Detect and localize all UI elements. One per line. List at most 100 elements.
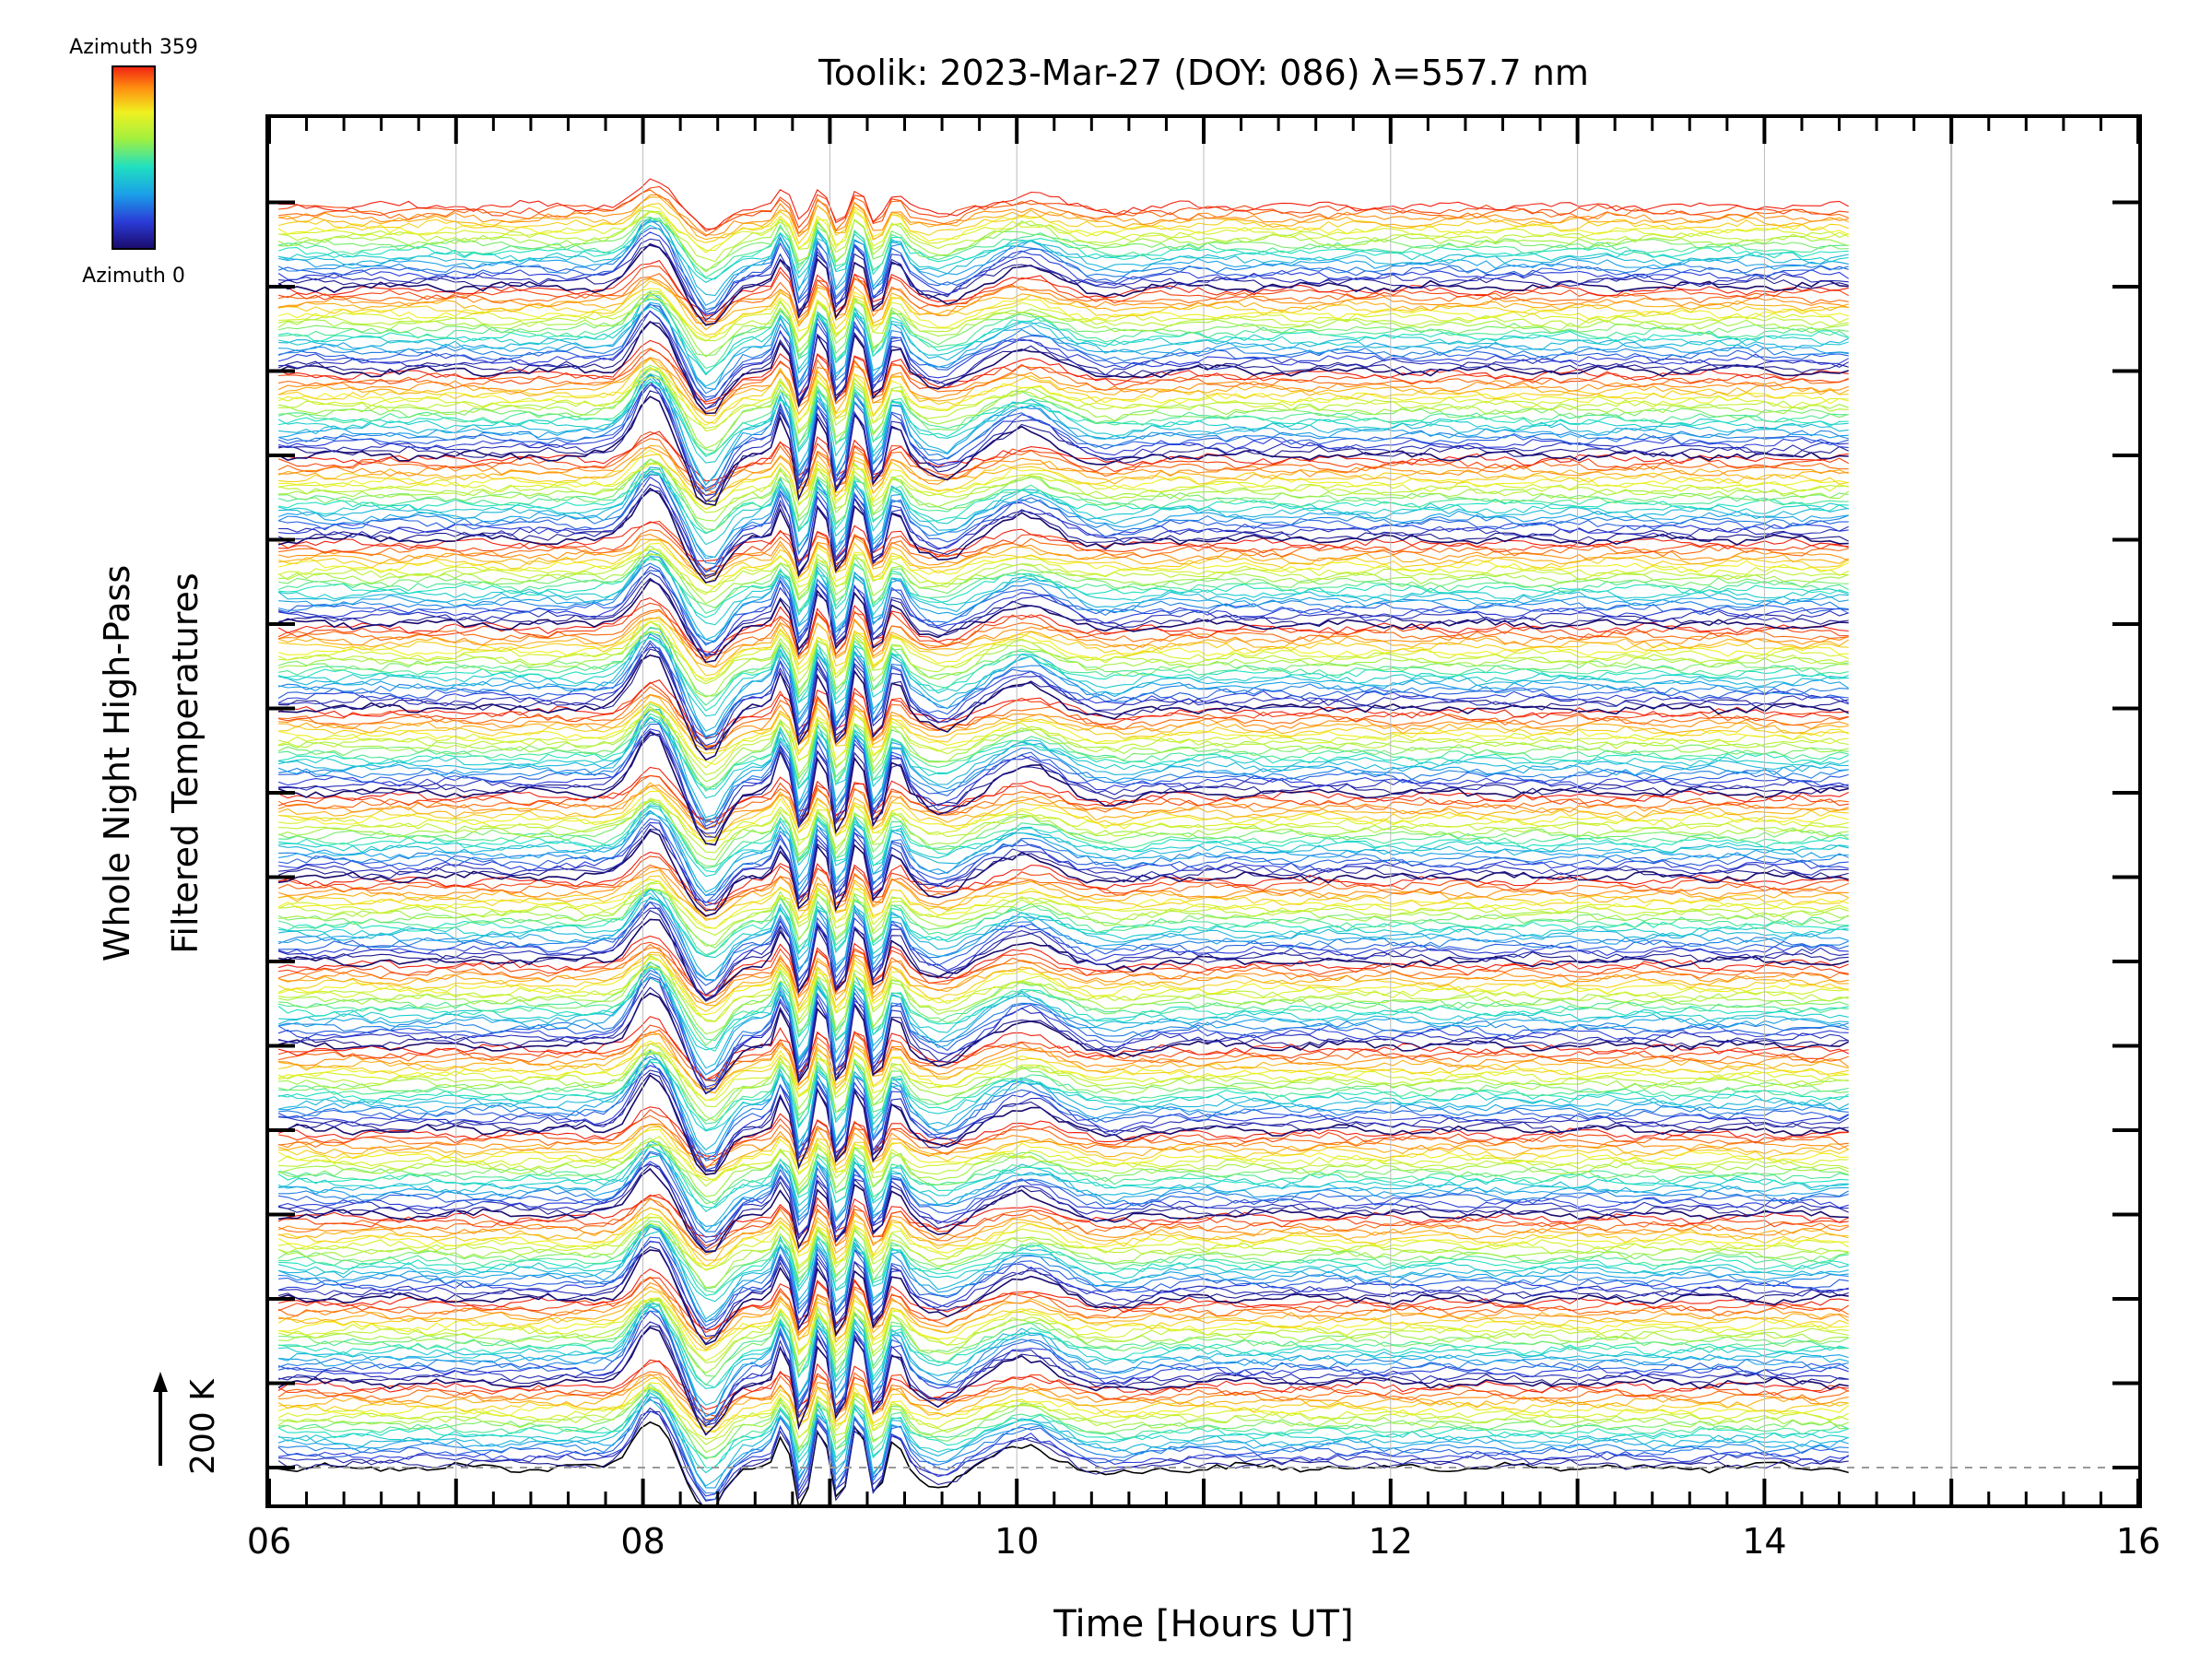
temperature-trace <box>277 1359 1849 1410</box>
temperature-trace <box>277 935 1849 997</box>
temperature-trace <box>277 466 1849 560</box>
temperature-trace <box>277 953 1849 1012</box>
temperature-trace <box>277 1305 1849 1424</box>
temperature-trace <box>277 295 1849 343</box>
temperature-trace <box>278 572 1849 657</box>
temperature-trace <box>277 348 1849 413</box>
temperature-trace <box>278 1236 1849 1327</box>
colorbar-gradient <box>112 65 156 250</box>
temperature-trace <box>277 1138 1849 1197</box>
temperature-trace <box>278 196 1849 241</box>
temperature-trace <box>277 620 1849 680</box>
temperature-trace <box>278 1383 1849 1458</box>
temperature-trace <box>278 880 1849 947</box>
temperature-trace <box>277 782 1849 839</box>
temperature-trace <box>277 462 1849 513</box>
temperature-trace <box>277 288 1849 338</box>
temperature-trace <box>277 1212 1849 1267</box>
temperature-trace <box>278 693 1849 748</box>
temperature-trace <box>278 1226 1849 1323</box>
temperature-trace <box>278 1305 1849 1388</box>
temperature-trace <box>278 1072 1849 1173</box>
temperature-trace <box>277 1321 1849 1428</box>
temperature-trace <box>277 887 1849 949</box>
temperature-trace <box>277 620 1849 682</box>
temperature-trace <box>278 637 1849 712</box>
temperature-trace <box>277 1240 1849 1330</box>
temperature-trace <box>278 1126 1849 1176</box>
temperature-trace <box>277 1161 1849 1244</box>
temperature-trace <box>277 1382 1850 1433</box>
temperature-trace <box>277 218 1849 311</box>
temperature-trace <box>277 976 1849 1088</box>
temperature-trace <box>277 829 1849 917</box>
temperature-trace <box>277 542 1849 588</box>
temperature-trace <box>277 907 1849 1000</box>
temperature-trace <box>277 1197 1849 1252</box>
temperature-trace <box>277 471 1849 565</box>
temperature-trace <box>277 973 1849 1076</box>
temperature-trace <box>277 265 1849 323</box>
temperature-trace <box>278 785 1849 842</box>
temperature-trace <box>278 961 1849 1046</box>
temperature-trace <box>278 1143 1849 1187</box>
temperature-trace <box>278 217 1849 297</box>
temperature-trace <box>278 348 1849 403</box>
temperature-trace <box>277 617 1849 668</box>
temperature-trace <box>277 1276 1849 1340</box>
x-tick-label: 06 <box>247 1521 291 1562</box>
temperature-trace <box>277 468 1849 534</box>
temperature-trace <box>278 529 1849 572</box>
temperature-trace <box>278 216 1849 271</box>
colorbar-label-top: Azimuth 359 <box>69 36 198 59</box>
temperature-trace <box>278 178 1849 230</box>
temperature-trace <box>277 381 1849 489</box>
temperature-trace <box>278 706 1849 783</box>
temperature-trace <box>277 867 1849 918</box>
temperature-trace <box>277 1167 1849 1254</box>
temperature-trace <box>278 1396 1849 1494</box>
temperature-trace <box>278 553 1849 608</box>
temperature-trace <box>278 1144 1849 1227</box>
temperature-trace <box>277 1371 1849 1421</box>
y-axis-label-line2: Filtered Temperatures <box>165 572 206 953</box>
temperature-trace <box>277 910 1849 1002</box>
temperature-trace <box>278 1387 1849 1487</box>
temperature-trace <box>278 977 1849 1094</box>
temperature-trace <box>278 473 1849 535</box>
temperature-trace <box>278 809 1849 897</box>
temperature-trace <box>277 1198 1849 1256</box>
temperature-trace <box>277 646 1849 747</box>
temperature-trace <box>277 339 1849 405</box>
temperature-trace <box>277 766 1849 823</box>
temperature-trace <box>277 1051 1849 1151</box>
temperature-trace <box>277 1310 1849 1417</box>
temperature-trace <box>277 1024 1849 1081</box>
x-axis-label: Time [Hours UT] <box>1053 1603 1353 1645</box>
temperature-trace <box>277 721 1849 799</box>
temperature-trace <box>278 458 1850 522</box>
temperature-trace <box>277 943 1849 1001</box>
temperature-trace <box>277 539 1850 584</box>
temperature-trace <box>277 608 1849 659</box>
temperature-trace <box>278 303 1849 395</box>
temperature-trace <box>277 1029 1849 1082</box>
temperature-trace <box>277 1217 1849 1289</box>
temperature-trace <box>278 210 1849 263</box>
temperature-trace <box>277 728 1849 830</box>
temperature-trace <box>277 368 1849 432</box>
temperature-trace <box>278 1224 1849 1296</box>
temperature-trace <box>277 799 1849 861</box>
temperature-trace <box>278 1226 1849 1293</box>
temperature-trace <box>278 446 1849 493</box>
temperature-trace <box>278 185 1849 232</box>
temperature-trace <box>277 1245 1849 1345</box>
temperature-trace <box>278 298 1850 370</box>
temperature-trace <box>277 1194 1849 1238</box>
temperature-trace <box>277 553 1849 596</box>
temperature-trace <box>278 545 1849 605</box>
temperature-trace <box>277 1221 1849 1290</box>
x-tick-label: 14 <box>1742 1521 1786 1562</box>
temperature-trace <box>278 556 1849 619</box>
